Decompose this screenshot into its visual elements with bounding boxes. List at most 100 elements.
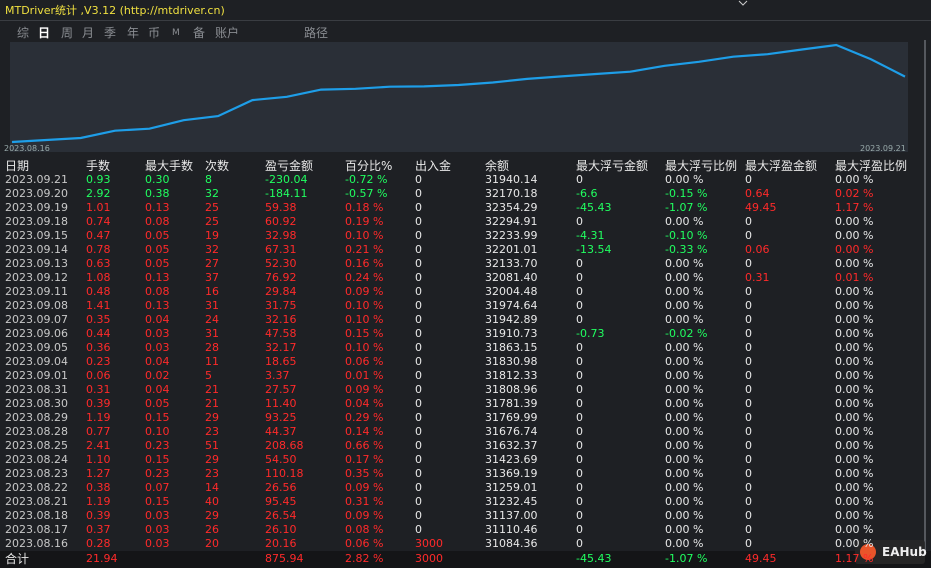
column-header: 日期 — [5, 159, 30, 173]
cell: 0.05 — [145, 257, 170, 270]
cell: 0 — [745, 285, 752, 298]
divider — [0, 20, 931, 21]
cell: 0.63 — [86, 257, 111, 270]
cell: 32004.48 — [485, 285, 538, 298]
row-date: 2023.09.14 — [5, 243, 68, 256]
cell: 0.35 — [86, 313, 111, 326]
cell: 0 — [576, 299, 583, 312]
cell: 3.37 — [265, 369, 290, 382]
cell: 0.06 % — [345, 355, 384, 368]
cell: 0 — [415, 327, 422, 340]
row-date: 2023.08.25 — [5, 439, 68, 452]
cell: 0.00 % — [835, 355, 874, 368]
toolbar-button[interactable]: 账户 — [215, 26, 240, 40]
row-date: 2023.09.07 — [5, 313, 68, 326]
cell: -184.11 — [265, 187, 308, 200]
toolbar-button[interactable]: 币 — [148, 26, 161, 40]
cell: 0.04 — [145, 355, 170, 368]
cell: 0 — [415, 299, 422, 312]
cell: 0.44 — [86, 327, 111, 340]
collapse-icon[interactable] — [736, 0, 750, 8]
column-header: 手数 — [86, 159, 111, 173]
toolbar-button[interactable]: 路径 — [304, 26, 329, 40]
cell: 0.00 % — [835, 495, 874, 508]
cell: 0.15 % — [345, 327, 384, 340]
cell: 0 — [415, 229, 422, 242]
cell: 0 — [745, 355, 752, 368]
cell: 0.00 % — [665, 397, 704, 410]
cell: 31110.46 — [485, 523, 538, 536]
cell: 0.36 — [86, 341, 111, 354]
cell: 31830.98 — [485, 355, 538, 368]
cell: 24 — [205, 313, 219, 326]
cell: 1.17 % — [835, 201, 874, 214]
column-header: 次数 — [205, 159, 230, 173]
cell: 0.00 % — [665, 313, 704, 326]
cell: 32.98 — [265, 229, 297, 242]
cell: 44.37 — [265, 425, 297, 438]
cell: 0.48 — [86, 285, 111, 298]
cell: 25 — [205, 201, 219, 214]
cell: 0.00 % — [665, 173, 704, 186]
cell: 0.38 — [86, 481, 111, 494]
column-header: 最大手数 — [145, 159, 194, 173]
cell: 31 — [205, 327, 219, 340]
chart-start-label: 2023.08.16 — [4, 144, 50, 153]
cell: -0.57 % — [345, 187, 388, 200]
watermark-box: EAHub — [855, 540, 927, 564]
cell: 0 — [576, 271, 583, 284]
cell: 0.02 % — [835, 187, 874, 200]
cell: 27.57 — [265, 383, 297, 396]
cell: 0.00 % — [665, 523, 704, 536]
cell: 0.05 — [145, 243, 170, 256]
cell: 49.45 — [745, 201, 777, 214]
cell: 31910.73 — [485, 327, 538, 340]
cell: 0.13 — [145, 271, 170, 284]
cell: 31863.15 — [485, 341, 538, 354]
toolbar-button[interactable]: M — [172, 28, 180, 38]
row-date: 2023.08.21 — [5, 495, 68, 508]
cell: 0 — [745, 215, 752, 228]
scrollbar[interactable] — [924, 40, 926, 560]
cell: 31781.39 — [485, 397, 538, 410]
cell: 0 — [415, 383, 422, 396]
cell: 0.00 % — [835, 509, 874, 522]
cell: 76.92 — [265, 271, 297, 284]
cell: 0.10 % — [345, 341, 384, 354]
cell: 0.00 % — [665, 285, 704, 298]
cell: 0.05 — [145, 397, 170, 410]
toolbar-button[interactable]: 年 — [127, 26, 140, 40]
cell: -0.15 % — [665, 187, 708, 200]
cell: 0 — [745, 341, 752, 354]
toolbar-button[interactable]: 月 — [82, 26, 95, 40]
cell: 0 — [745, 425, 752, 438]
cell: -230.04 — [265, 173, 308, 186]
toolbar-button[interactable]: 备 — [193, 26, 206, 40]
cell: 0.04 % — [345, 397, 384, 410]
toolbar-button[interactable]: 综 — [17, 26, 30, 40]
cell: 32294.91 — [485, 215, 538, 228]
cell: 40 — [205, 495, 219, 508]
cell: 0.03 — [145, 509, 170, 522]
cell: 0 — [576, 509, 583, 522]
toolbar-button[interactable]: 周 — [61, 26, 74, 40]
cell: 0 — [745, 481, 752, 494]
cell: 2.92 — [86, 187, 111, 200]
cell: 0.09 % — [345, 383, 384, 396]
cell: 0 — [415, 411, 422, 424]
cell: 31 — [205, 299, 219, 312]
cell: 0.03 — [145, 341, 170, 354]
cell: 29 — [205, 509, 219, 522]
cell: 0.64 — [745, 187, 770, 200]
cell: 0 — [415, 341, 422, 354]
cell: 0.23 — [86, 355, 111, 368]
cell: 0.39 — [86, 397, 111, 410]
cell: 32354.29 — [485, 201, 538, 214]
toolbar-button[interactable]: 季 — [104, 26, 117, 40]
cell: 0 — [745, 369, 752, 382]
cell: 0 — [576, 481, 583, 494]
row-date: 2023.09.06 — [5, 327, 68, 340]
cell: 0.66 % — [345, 439, 384, 452]
row-date: 2023.08.31 — [5, 383, 68, 396]
toolbar-button[interactable]: 日 — [38, 26, 51, 40]
